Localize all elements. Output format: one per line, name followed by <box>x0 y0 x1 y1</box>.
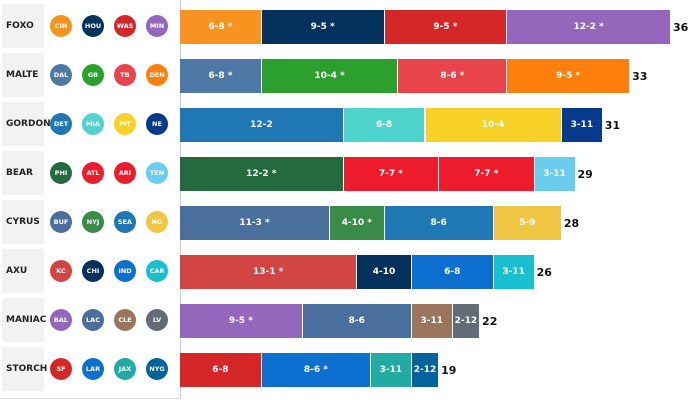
bar-segment-bills: 11-3 * <box>180 206 331 240</box>
bar-segment-ravens: 9-5 * <box>180 304 303 338</box>
team-logo-jaguars: JAX <box>114 358 136 380</box>
bar-segment-eagles: 12-2 * <box>180 157 344 191</box>
team-logo-chargers: LAC <box>82 309 104 331</box>
owner-row: STORCH SF LAR JAX NYG <box>0 345 180 393</box>
total-label: 31 <box>604 118 621 132</box>
team-logo-seahawks: SEA <box>114 211 136 233</box>
bar-segment-rams: 8-6 * <box>261 353 371 387</box>
team-logo-panthers: CAR <box>146 260 168 282</box>
total-label: 26 <box>536 265 552 279</box>
bar-segment-commanders: 9-5 * <box>384 10 508 44</box>
team-logo-texans: HOU <box>82 15 104 37</box>
bar-segment-colts: 6-8 <box>411 255 494 289</box>
owner-row: AXU KC CHI IND CAR <box>0 247 180 295</box>
team-logo-jets: NYJ <box>82 211 104 233</box>
bar-segment-panthers: 3-11 <box>493 255 535 289</box>
bar-segment-broncos: 9-5 * <box>507 59 631 93</box>
owner-row: GORDON DET MIA PIT NE <box>0 100 180 148</box>
owner-row: CYRUS BUF NYJ SEA NO <box>0 198 180 246</box>
owner-name: MANIAC <box>2 298 46 342</box>
owner-name: STORCH <box>2 347 47 391</box>
team-logo-49ers: SF <box>50 358 72 380</box>
team-logo-raiders: LV <box>146 309 168 331</box>
stacked-bar-chart: 6-8 * 9-5 * 9-5 * 12-2 * 36 6-8 * 10-4 * 8-6 * 9… <box>180 0 690 400</box>
team-logo-giants: NYG <box>146 358 168 380</box>
bar-segment-bears: 4-10 <box>357 255 412 289</box>
total-label: 29 <box>577 167 593 181</box>
bar-segment-cowboys: 6-8 * <box>180 59 262 93</box>
bar-segment-jaguars: 3-11 <box>370 353 412 387</box>
total-label: 33 <box>632 69 648 83</box>
bar-segment-steelers: 10-4 <box>425 108 562 142</box>
team-logo-rams: LAR <box>82 358 104 380</box>
owner-row: MALTE DAL GB TB DEN <box>0 51 180 99</box>
team-logo-patriots: NE <box>146 113 168 135</box>
bar-segment-raiders: 2-12 <box>452 304 481 338</box>
bar-segment-chargers: 8-6 <box>302 304 412 338</box>
bar-segment-dolphins: 6-8 <box>343 108 426 142</box>
team-logo-cowboys: DAL <box>50 64 72 86</box>
team-logo-buccaneers: TB <box>114 64 136 86</box>
bar-segment-giants: 2-12 <box>411 353 440 387</box>
team-logo-broncos: DEN <box>146 64 168 86</box>
owner-row: FOXO CIN HOU WAS MIN <box>0 2 180 50</box>
team-logo-saints: NO <box>146 211 168 233</box>
team-logo-packers: GB <box>82 64 104 86</box>
bar-segment-seahawks: 8-6 <box>384 206 494 240</box>
team-logo-eagles: PHI <box>50 162 72 184</box>
bar-segment-chiefs: 13-1 * <box>180 255 358 289</box>
team-logo-colts: IND <box>114 260 136 282</box>
team-logo-bears: CHI <box>82 260 104 282</box>
team-logo-cardinals: ARI <box>114 162 136 184</box>
total-label: 19 <box>441 363 457 377</box>
bar-segment-packers: 10-4 * <box>261 59 399 93</box>
owner-team-panel: FOXO CIN HOU WAS MIN MALTE DAL GB TB DEN GORDON DET… <box>0 0 181 399</box>
owner-name: GORDON <box>2 102 51 146</box>
total-label: 36 <box>673 20 689 34</box>
bar-segment-jets: 4-10 * <box>330 206 385 240</box>
bar-segment-saints: 5-9 <box>493 206 562 240</box>
bar-segment-49ers: 6-8 <box>180 353 262 387</box>
bar-segment-browns: 3-11 <box>411 304 453 338</box>
team-logo-commanders: WAS <box>114 15 136 37</box>
team-logo-ravens: BAL <box>50 309 72 331</box>
bar-segment-buccaneers: 8-6 * <box>398 59 508 93</box>
team-logo-bills: BUF <box>50 211 72 233</box>
total-label: 28 <box>563 216 580 230</box>
bar-segment-falcons: 7-7 * <box>343 157 440 191</box>
team-logo-dolphins: MIA <box>82 113 104 135</box>
team-logo-steelers: PIT <box>114 113 136 135</box>
owner-name: MALTE <box>2 53 44 97</box>
team-logo-falcons: ATL <box>82 162 104 184</box>
total-label: 22 <box>482 314 498 328</box>
team-logo-titans: TEN <box>146 162 168 184</box>
team-logo-bengals: CIN <box>50 15 72 37</box>
bar-segment-cardinals: 7-7 * <box>439 157 535 191</box>
bar-segment-texans: 9-5 * <box>261 10 385 44</box>
bar-segment-lions: 12-2 <box>180 108 344 142</box>
owner-name: CYRUS <box>2 200 44 244</box>
owner-name: AXU <box>2 249 44 293</box>
owner-name: BEAR <box>2 151 44 195</box>
bar-segment-titans: 3-11 <box>534 157 576 191</box>
owner-row: MANIAC BAL LAC CLE LV <box>0 296 180 344</box>
team-logo-browns: CLE <box>114 309 136 331</box>
bar-segment-vikings: 12-2 * <box>507 10 671 44</box>
owner-row: BEAR PHI ATL ARI TEN <box>0 149 180 197</box>
owner-name: FOXO <box>2 4 44 48</box>
bar-segment-bengals: 6-8 * <box>180 10 262 44</box>
team-logo-lions: DET <box>50 113 72 135</box>
team-logo-chiefs: KC <box>50 260 72 282</box>
team-logo-vikings: MIN <box>146 15 168 37</box>
bar-segment-patriots: 3-11 <box>561 108 603 142</box>
